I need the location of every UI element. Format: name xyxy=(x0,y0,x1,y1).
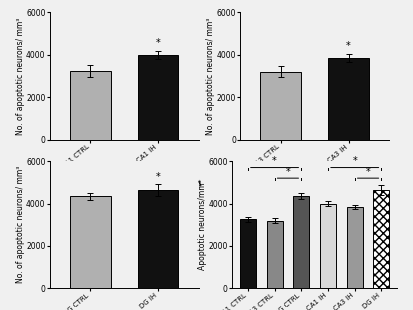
Bar xyxy=(373,190,389,288)
Y-axis label: Apoptotic neurons/mm³: Apoptotic neurons/mm³ xyxy=(197,179,206,270)
Bar xyxy=(319,204,335,288)
Text: *: * xyxy=(271,157,276,166)
Y-axis label: No. of apoptotic neurons/ mm³: No. of apoptotic neurons/ mm³ xyxy=(206,17,214,135)
Bar xyxy=(239,219,255,288)
Bar xyxy=(138,190,178,288)
Text: *: * xyxy=(155,38,160,48)
Bar xyxy=(70,71,110,140)
Bar xyxy=(328,58,368,140)
Text: A: A xyxy=(194,178,201,188)
Bar xyxy=(346,207,362,288)
Text: *: * xyxy=(155,171,160,182)
Bar xyxy=(70,196,110,288)
Bar xyxy=(292,196,309,288)
Bar xyxy=(266,220,282,288)
Text: B: B xyxy=(384,178,391,188)
Text: *: * xyxy=(285,167,290,177)
Bar xyxy=(260,72,300,140)
Text: *: * xyxy=(345,41,350,51)
Bar xyxy=(138,55,178,140)
Y-axis label: No. of apoptotic neurons/ mm³: No. of apoptotic neurons/ mm³ xyxy=(16,166,24,283)
Text: *: * xyxy=(365,167,370,177)
Text: *: * xyxy=(351,157,356,166)
Y-axis label: No. of apoptotic neurons/ mm³: No. of apoptotic neurons/ mm³ xyxy=(16,17,24,135)
